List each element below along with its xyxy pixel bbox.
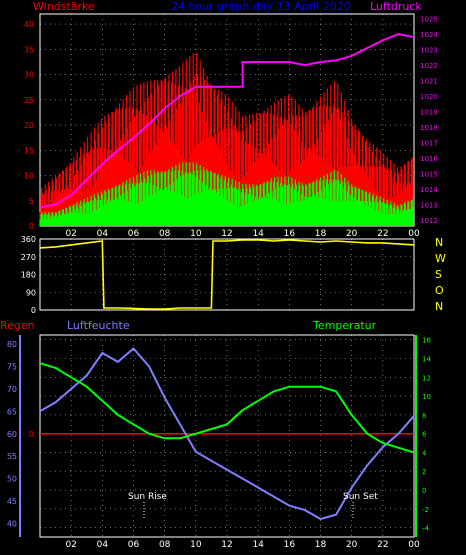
- hour-tick-label: 22: [377, 229, 388, 239]
- sun-set-label: Sun Set: [343, 492, 378, 502]
- direction-tick-label: 90: [26, 288, 36, 297]
- wind-axis-title: Windstärke: [33, 0, 95, 13]
- temperature-tick-label: 6: [422, 431, 427, 439]
- wind-tick-label: 25: [24, 96, 34, 105]
- hour-tick-label: 06: [128, 540, 140, 550]
- wind-tick-label: 10: [24, 172, 34, 181]
- pressure-tick-label: 1023: [420, 47, 438, 55]
- page-title: 24 hour graph day 13 April 2020: [171, 0, 351, 13]
- hour-tick-label: 04: [97, 540, 109, 550]
- gust-series: [39, 53, 414, 226]
- temperature-tick-label: 14: [422, 355, 431, 363]
- direction-letter: O: [435, 284, 444, 297]
- pressure-tick-label: 1021: [420, 78, 438, 86]
- humidity-series: [39, 347, 415, 521]
- wind-tick-label: 20: [24, 121, 34, 130]
- pressure-tick-label: 1020: [420, 93, 438, 101]
- hour-tick-label: 08: [159, 540, 171, 550]
- hour-tick-label: 06: [128, 229, 140, 239]
- temperature-series: [39, 362, 415, 454]
- direction-letter: W: [435, 252, 446, 265]
- direction-series: [39, 239, 415, 310]
- pressure-tick-label: 1025: [420, 16, 438, 24]
- temperature-label: Temperatur: [312, 319, 377, 332]
- temperature-tick-label: -2: [422, 506, 429, 514]
- pressure-tick-label: 1018: [420, 124, 438, 132]
- pressure-series: [39, 33, 415, 209]
- temperature-tick-label: 16: [422, 337, 431, 345]
- humidity-tick-label: 65: [7, 407, 17, 416]
- pressure-tick-label: 1024: [420, 31, 438, 39]
- pressure-tick-label: 1013: [420, 201, 438, 209]
- direction-letter: N: [435, 236, 443, 249]
- wind-tick-label: 15: [24, 146, 34, 155]
- hour-tick-label: 18: [315, 540, 327, 550]
- hour-tick-label: 18: [315, 229, 327, 239]
- humidity-tick-label: 80: [7, 340, 17, 349]
- hour-tick-label: 02: [65, 229, 76, 239]
- hour-tick-label: 04: [97, 229, 109, 239]
- hour-tick-label: 10: [190, 229, 202, 239]
- hour-tick-label: 08: [159, 229, 171, 239]
- temperature-tick-label: -4: [422, 525, 430, 533]
- wind-tick-label: 40: [24, 20, 34, 29]
- wind-series: [39, 162, 414, 226]
- direction-letter: S: [435, 268, 442, 281]
- pressure-tick-label: 1016: [420, 155, 438, 163]
- direction-tick-label: 0: [31, 306, 36, 315]
- wind-tick-label: 35: [24, 45, 34, 54]
- pressure-axis-title: Luftdruck: [370, 0, 422, 13]
- humidity-tick-label: 70: [7, 385, 17, 394]
- pressure-tick-label: 1022: [420, 62, 438, 70]
- hour-tick-label: 00: [408, 540, 420, 550]
- pressure-tick-label: 1019: [420, 108, 438, 116]
- hour-tick-label: 14: [252, 229, 264, 239]
- hour-tick-label: 22: [377, 540, 388, 550]
- direction-tick-label: 270: [21, 253, 36, 262]
- hour-tick-label: 14: [252, 540, 264, 550]
- pressure-tick-label: 1014: [420, 186, 438, 194]
- sun-rise-label: Sun Rise: [128, 492, 167, 502]
- hour-tick-label: 02: [65, 540, 76, 550]
- humidity-tick-label: 45: [7, 497, 17, 506]
- hour-tick-label: 16: [284, 540, 296, 550]
- temperature-tick-label: 10: [422, 393, 431, 401]
- hour-tick-label: 00: [408, 229, 420, 239]
- hour-tick-label: 20: [346, 540, 358, 550]
- wind-tick-label: 5: [29, 197, 34, 206]
- hour-tick-label: 12: [221, 229, 232, 239]
- temperature-tick-label: 0: [422, 487, 426, 495]
- temperature-tick-label: 12: [422, 374, 431, 382]
- hour-tick-label: 12: [221, 540, 232, 550]
- pressure-tick-label: 1017: [420, 139, 438, 147]
- temperature-tick-label: 8: [422, 412, 426, 420]
- wind-tick-label: 30: [24, 71, 34, 80]
- humidity-tick-label: 55: [7, 452, 17, 461]
- rain-label: Regen: [0, 319, 35, 332]
- temperature-tick-label: 2: [422, 468, 426, 476]
- humidity-tick-label: 50: [7, 475, 17, 484]
- wind-tick-label: 0: [29, 222, 34, 231]
- hour-tick-label: 16: [284, 229, 296, 239]
- humidity-label: Luftfeuchte: [67, 319, 130, 332]
- rain-tick-label: 0: [29, 430, 34, 439]
- pressure-tick-label: 1012: [420, 217, 438, 225]
- direction-tick-label: 180: [21, 271, 36, 280]
- pressure-tick-label: 1015: [420, 170, 438, 178]
- direction-letter: N: [435, 300, 443, 313]
- humidity-tick-label: 75: [7, 362, 17, 371]
- humidity-tick-label: 60: [7, 430, 17, 439]
- hour-tick-label: 10: [190, 540, 202, 550]
- humidity-tick-label: 40: [7, 520, 17, 529]
- hour-tick-label: 20: [346, 229, 358, 239]
- temperature-tick-label: 4: [422, 449, 427, 457]
- direction-tick-label: 360: [21, 235, 36, 244]
